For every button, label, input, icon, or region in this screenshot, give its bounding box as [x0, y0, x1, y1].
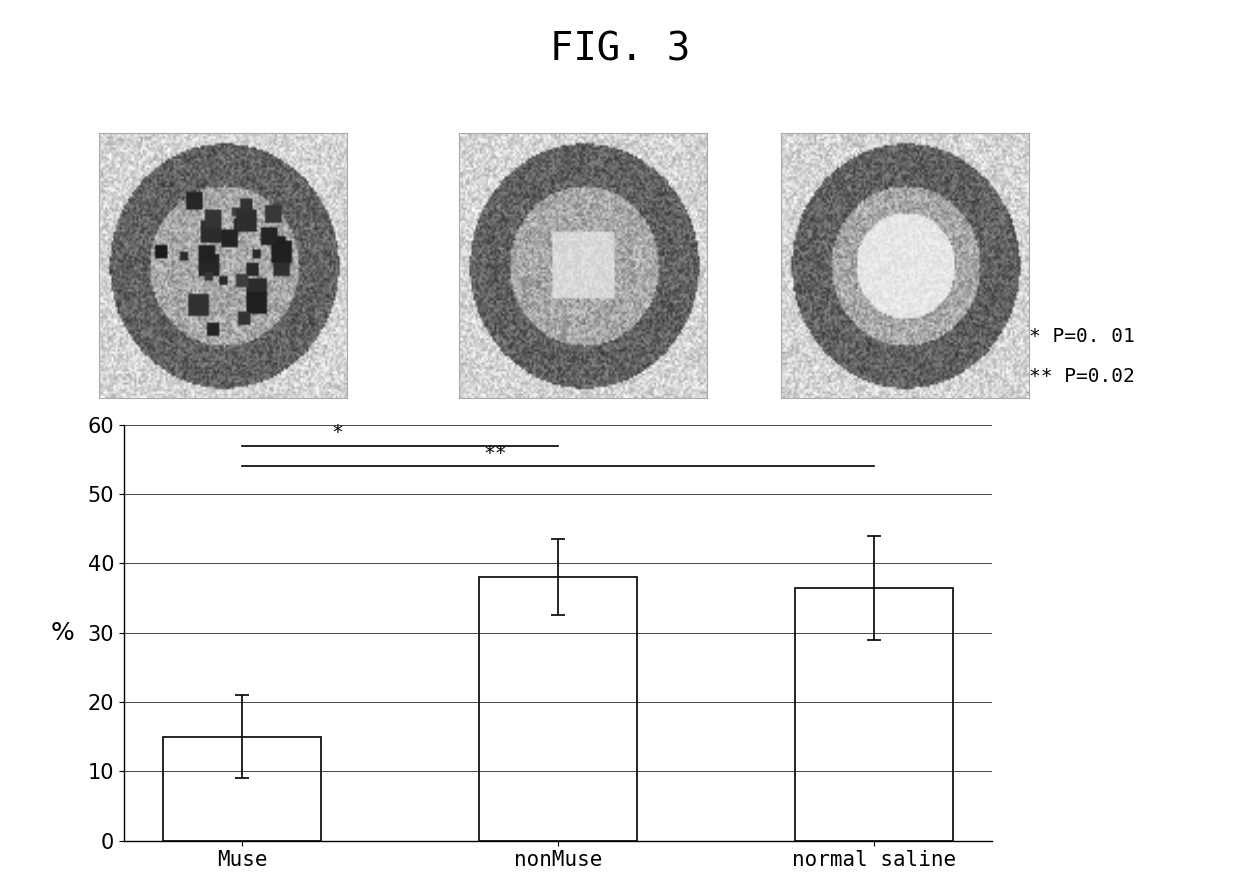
Text: * P=0. 01: * P=0. 01	[1029, 327, 1135, 346]
Y-axis label: %: %	[51, 620, 74, 645]
Text: FIG. 3: FIG. 3	[549, 31, 691, 69]
Text: ** P=0.02: ** P=0.02	[1029, 366, 1135, 386]
Bar	[164, 736, 321, 841]
Bar	[479, 577, 637, 841]
Bar	[795, 588, 952, 841]
Text: *: *	[331, 423, 343, 442]
Text: **: **	[484, 444, 507, 463]
